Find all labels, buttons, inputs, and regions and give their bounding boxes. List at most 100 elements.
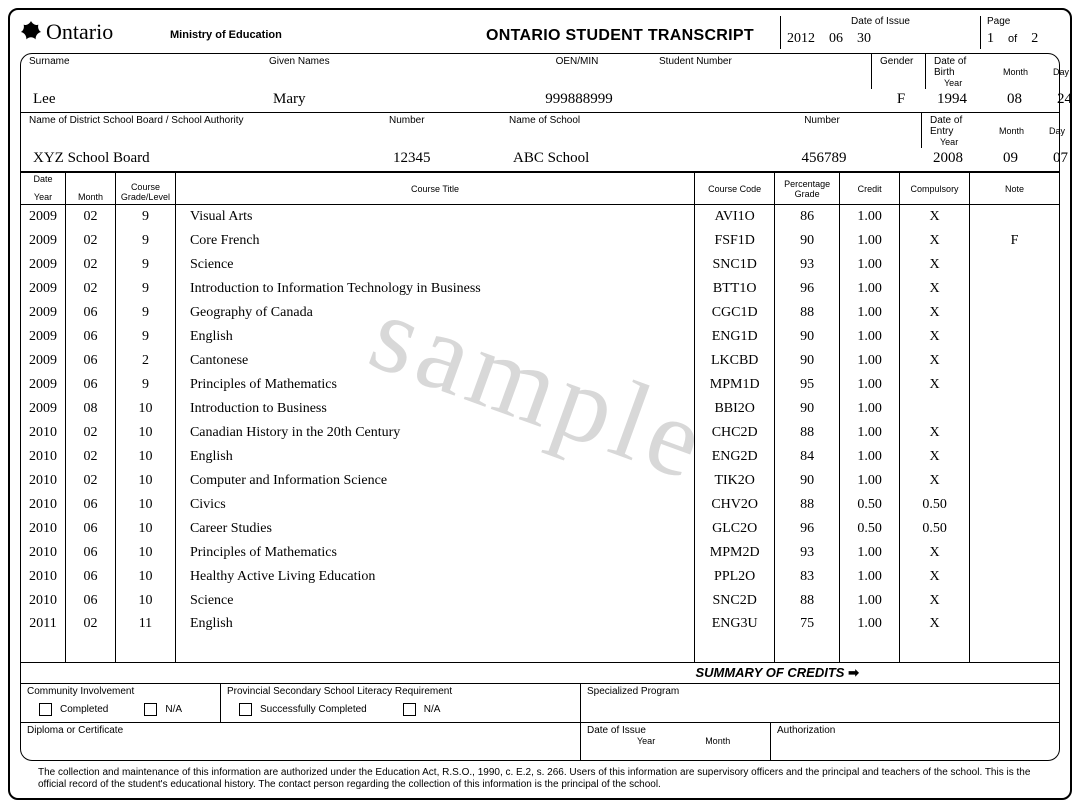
dob-day-value: 24: [1045, 89, 1080, 112]
row-pct: 88: [775, 421, 840, 445]
row-grade: 10: [115, 541, 175, 565]
row-code: FSF1D: [695, 229, 775, 253]
page-block: Page 1 of 2: [980, 16, 1080, 49]
dob-year-value: 1994: [925, 89, 995, 112]
board-value: XYZ School Board: [21, 148, 381, 171]
row-code: ENG2D: [695, 445, 775, 469]
row-note: [970, 565, 1060, 589]
row-credit: 1.00: [840, 373, 900, 397]
row-year: 2009: [21, 205, 66, 229]
row-title: Visual Arts: [175, 205, 694, 229]
row-note: [970, 349, 1060, 373]
top-bar: Ontario Ministry of Education ONTARIO ST…: [20, 16, 1060, 49]
row-title: English: [175, 325, 694, 349]
row-code: BBI2O: [695, 397, 775, 421]
row-note: [970, 277, 1060, 301]
row-title: Science: [175, 589, 694, 613]
row-pct: 84: [775, 445, 840, 469]
row-year: 2010: [21, 445, 66, 469]
row-pct: 90: [775, 397, 840, 421]
issue-year: 2012: [787, 31, 815, 47]
course-row: 20100210Computer and Information Science…: [21, 469, 1060, 493]
entry-day-label: Day: [1041, 113, 1080, 148]
issue-month: 06: [829, 31, 843, 47]
row-credit: 1.00: [840, 349, 900, 373]
na-label: N/A: [165, 704, 182, 715]
row-month: 06: [66, 493, 116, 517]
row-month: 02: [66, 613, 116, 663]
oen-value: 999888999: [501, 89, 651, 112]
entry-day-value: 07: [1041, 148, 1080, 171]
row-compulsory: 0.50: [900, 517, 970, 541]
course-row: 2009062CantoneseLKCBD901.00X: [21, 349, 1060, 373]
row-grade: 9: [115, 301, 175, 325]
row-pct: 95: [775, 373, 840, 397]
row-note: [970, 253, 1060, 277]
literacy-checkbox[interactable]: [239, 703, 252, 716]
col-credit: Credit: [840, 173, 900, 205]
given-names-label: Given Names: [261, 54, 501, 89]
row-compulsory: X: [900, 565, 970, 589]
row-compulsory: X: [900, 253, 970, 277]
row-grade: 9: [115, 325, 175, 349]
row-title: English: [175, 613, 694, 663]
row-year: 2009: [21, 229, 66, 253]
date-of-issue-cell: Date of Issue Year Month: [581, 723, 771, 760]
course-row: 20100610CivicsCHV2O880.500.50: [21, 493, 1060, 517]
completed-checkbox[interactable]: [39, 703, 52, 716]
row-compulsory: X: [900, 613, 970, 663]
row-grade: 9: [115, 277, 175, 301]
literacy-na-checkbox[interactable]: [403, 703, 416, 716]
row-code: BTT1O: [695, 277, 775, 301]
row-compulsory: X: [900, 421, 970, 445]
row-month: 02: [66, 421, 116, 445]
col-year: Date Year: [21, 173, 66, 205]
row-credit: 1.00: [840, 229, 900, 253]
row-compulsory: X: [900, 301, 970, 325]
row-grade: 10: [115, 469, 175, 493]
row-compulsory: X: [900, 277, 970, 301]
row-month: 06: [66, 349, 116, 373]
row-title: Career Studies: [175, 517, 694, 541]
row-compulsory: [900, 397, 970, 421]
row-title: Canadian History in the 20th Century: [175, 421, 694, 445]
row-pct: 86: [775, 205, 840, 229]
dob-label: Date of Birth Year: [925, 54, 995, 89]
row-note: [970, 613, 1060, 663]
row-pct: 83: [775, 565, 840, 589]
row-grade: 9: [115, 229, 175, 253]
entry-label: Date of Entry Year: [921, 113, 991, 148]
row-compulsory: X: [900, 445, 970, 469]
student-number-value: [651, 89, 871, 112]
col-title: Course Title: [175, 173, 694, 205]
row-credit: 0.50: [840, 517, 900, 541]
row-grade: 10: [115, 517, 175, 541]
community-na-checkbox[interactable]: [144, 703, 157, 716]
course-row: 2009029Introduction to Information Techn…: [21, 277, 1060, 301]
row-month: 06: [66, 589, 116, 613]
row-month: 08: [66, 397, 116, 421]
row-credit: 1.00: [840, 301, 900, 325]
row-code: SNC1D: [695, 253, 775, 277]
row-pct: 96: [775, 517, 840, 541]
row-grade: 10: [115, 589, 175, 613]
row-code: TIK2O: [695, 469, 775, 493]
transcript-page: sample Ontario Ministry of Education ONT…: [8, 8, 1072, 800]
course-row: 20100610Principles of MathematicsMPM2D93…: [21, 541, 1060, 565]
row-note: [970, 325, 1060, 349]
row-code: MPM2D: [695, 541, 775, 565]
row-pct: 96: [775, 277, 840, 301]
col-compulsory: Compulsory: [900, 173, 970, 205]
row-pct: 90: [775, 325, 840, 349]
oen-label: OEN/MIN: [501, 54, 651, 89]
row-title: Core French: [175, 229, 694, 253]
row-year: 2010: [21, 493, 66, 517]
row-year: 2010: [21, 541, 66, 565]
row-note: [970, 373, 1060, 397]
row-month: 02: [66, 445, 116, 469]
row-note: [970, 301, 1060, 325]
row-month: 06: [66, 301, 116, 325]
row-month: 06: [66, 517, 116, 541]
gender-value: F: [871, 89, 925, 112]
row-note: F: [970, 229, 1060, 253]
